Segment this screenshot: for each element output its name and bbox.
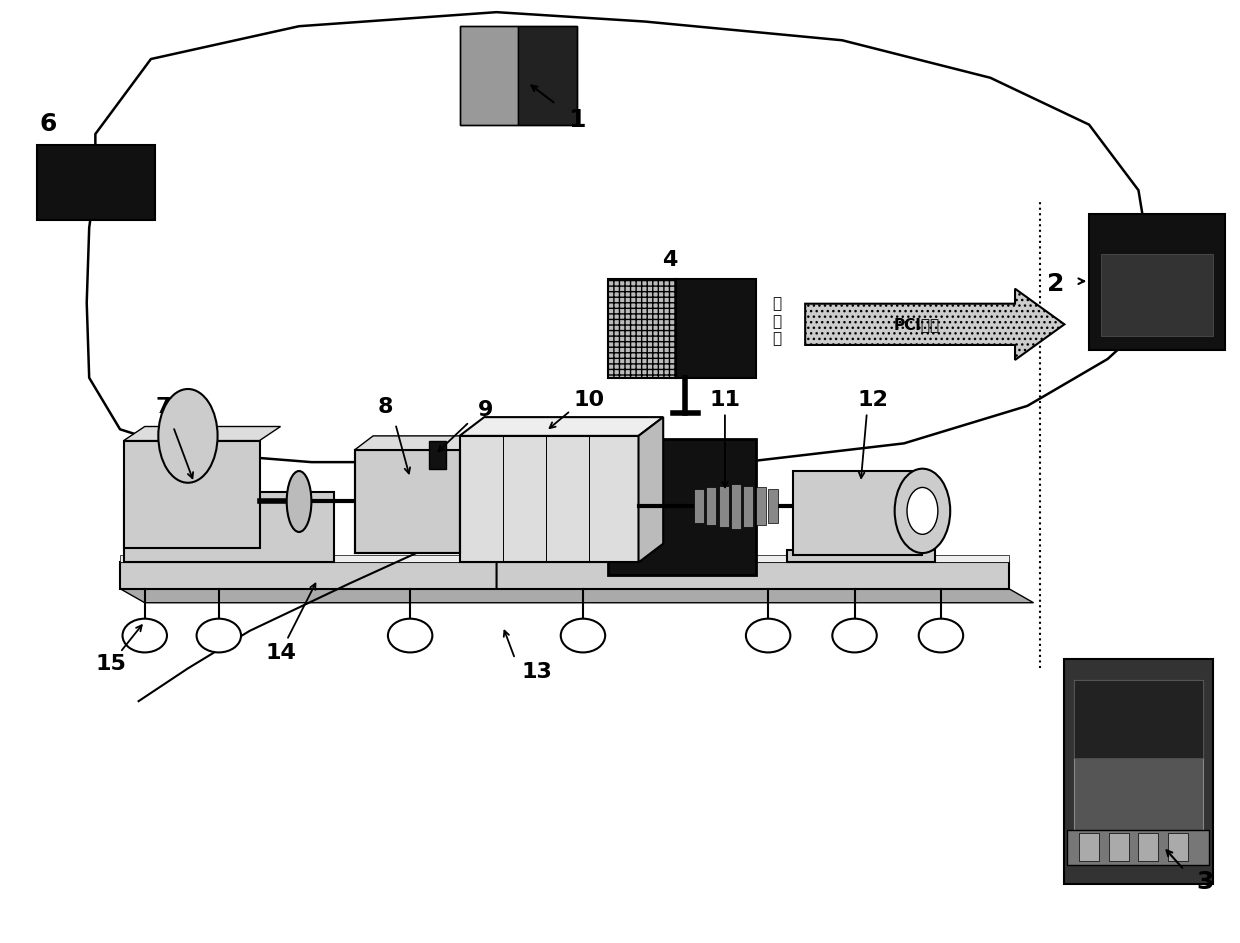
Ellipse shape — [906, 488, 937, 535]
Text: 15: 15 — [95, 654, 126, 674]
Bar — [608, 438, 756, 574]
Text: 6: 6 — [40, 112, 57, 136]
Circle shape — [746, 619, 790, 653]
Polygon shape — [460, 417, 663, 436]
Bar — [1064, 659, 1213, 884]
Bar — [460, 436, 639, 562]
Circle shape — [197, 619, 241, 653]
Bar — [732, 484, 742, 529]
Bar — [429, 440, 446, 469]
Text: 8: 8 — [378, 397, 393, 417]
Text: 12: 12 — [858, 389, 889, 409]
Text: 3: 3 — [1197, 870, 1214, 894]
Bar — [120, 554, 1009, 562]
Circle shape — [832, 619, 877, 653]
Bar — [792, 471, 923, 554]
Bar — [460, 26, 577, 124]
Text: 5: 5 — [580, 499, 595, 519]
Bar — [1109, 834, 1128, 862]
Ellipse shape — [159, 389, 217, 483]
Bar — [694, 489, 704, 523]
Bar — [719, 486, 729, 527]
Bar — [1066, 830, 1209, 866]
Text: 同
步
线: 同 步 线 — [773, 297, 781, 346]
Bar — [355, 450, 460, 553]
Bar — [1074, 680, 1203, 758]
Bar — [786, 551, 935, 562]
Bar — [355, 450, 460, 553]
Bar — [1168, 834, 1188, 862]
Bar — [1089, 214, 1225, 350]
Polygon shape — [355, 436, 479, 450]
Bar — [768, 489, 777, 523]
Text: 13: 13 — [521, 662, 552, 682]
Text: 1: 1 — [568, 108, 585, 132]
Polygon shape — [120, 588, 1033, 603]
Text: 2: 2 — [1047, 272, 1064, 296]
Bar — [756, 488, 765, 525]
Text: 9: 9 — [479, 400, 494, 420]
Circle shape — [560, 619, 605, 653]
Bar — [608, 279, 676, 378]
Text: 14: 14 — [265, 643, 296, 663]
Circle shape — [123, 619, 167, 653]
Text: 10: 10 — [574, 389, 605, 409]
Text: 11: 11 — [709, 389, 740, 409]
Bar — [37, 145, 155, 221]
Ellipse shape — [286, 472, 311, 532]
Polygon shape — [124, 426, 280, 440]
Circle shape — [919, 619, 963, 653]
Text: 4: 4 — [662, 250, 677, 270]
Text: 7: 7 — [155, 397, 171, 417]
Bar — [707, 488, 717, 525]
Bar — [1138, 834, 1158, 862]
Bar — [1101, 254, 1213, 336]
Bar — [744, 486, 754, 527]
Circle shape — [388, 619, 433, 653]
Bar — [460, 26, 518, 124]
Ellipse shape — [895, 469, 950, 553]
Polygon shape — [805, 289, 1064, 360]
Bar — [1079, 834, 1099, 862]
Polygon shape — [639, 417, 663, 562]
Bar — [518, 26, 577, 124]
Bar — [124, 492, 334, 562]
Text: PCI总线: PCI总线 — [893, 317, 940, 332]
Bar — [676, 279, 756, 378]
Bar — [124, 440, 259, 549]
Bar — [1074, 680, 1203, 837]
Bar — [120, 562, 1009, 588]
